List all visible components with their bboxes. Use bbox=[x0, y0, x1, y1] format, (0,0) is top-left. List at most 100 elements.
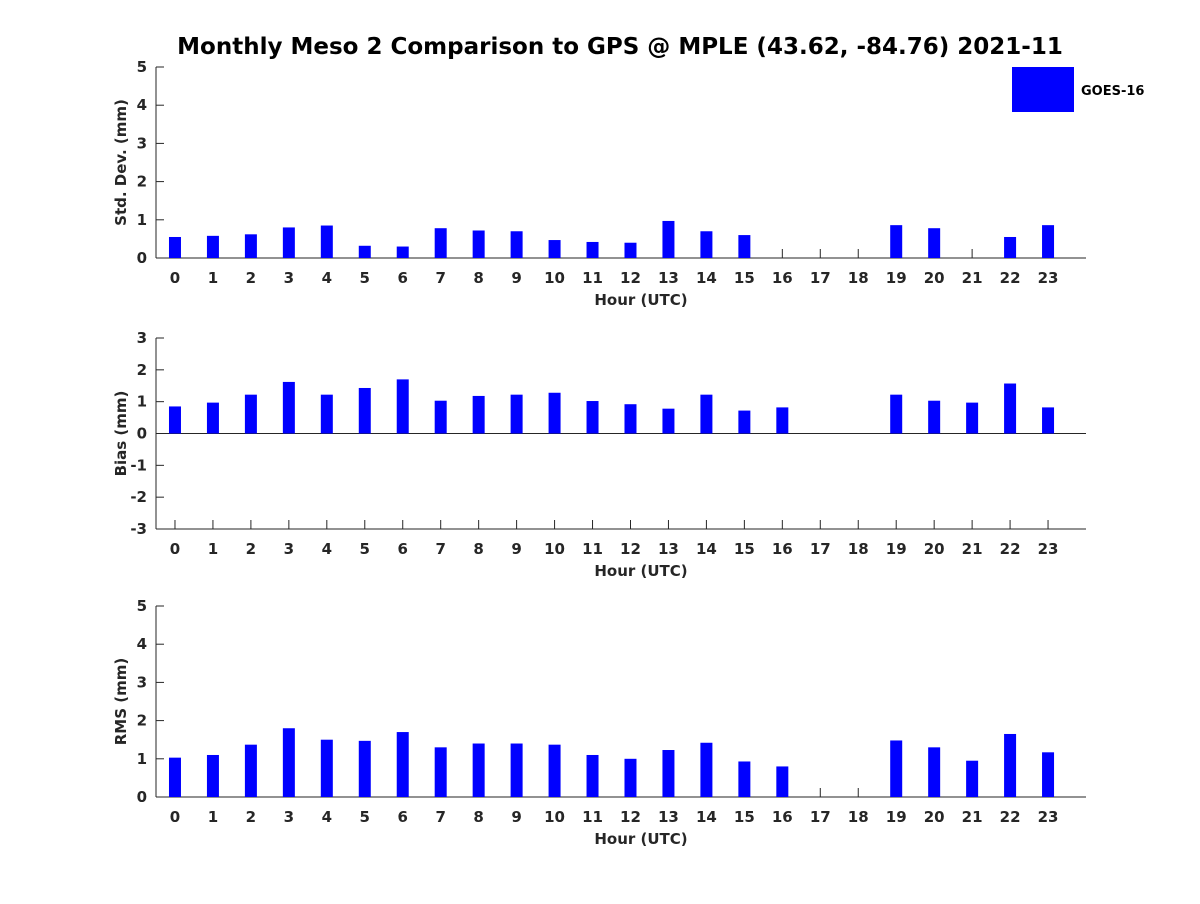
bias-bar bbox=[396, 379, 409, 434]
bias-x-tick-label: 6 bbox=[398, 540, 408, 558]
std-dev-x-tick-label: 13 bbox=[658, 269, 679, 287]
rms-x-tick-label: 13 bbox=[658, 808, 679, 826]
std-dev-x-tick-label: 18 bbox=[848, 269, 869, 287]
rms-x-tick-label: 21 bbox=[962, 808, 983, 826]
std-dev-bar bbox=[320, 225, 333, 258]
rms-y-tick-label: 1 bbox=[137, 750, 147, 768]
bias-y-tick-label: 0 bbox=[137, 425, 147, 443]
rms-bar bbox=[206, 754, 219, 797]
std-dev-x-axis-label: Hour (UTC) bbox=[594, 291, 687, 309]
std-dev-bar bbox=[928, 228, 941, 258]
rms-bar bbox=[586, 754, 599, 797]
bias-y-tick-label: 1 bbox=[137, 393, 147, 411]
std-dev-x-tick-label: 23 bbox=[1038, 269, 1059, 287]
std-dev-x-tick-label: 15 bbox=[734, 269, 755, 287]
rms-x-tick-label: 23 bbox=[1038, 808, 1059, 826]
rms-x-tick-label: 12 bbox=[620, 808, 641, 826]
bias-bar bbox=[776, 407, 789, 434]
rms-y-tick-label: 4 bbox=[137, 635, 147, 653]
rms-bar bbox=[358, 740, 371, 797]
bias-bar bbox=[890, 394, 903, 434]
std-dev-x-tick-label: 3 bbox=[284, 269, 294, 287]
std-dev-y-tick-label: 3 bbox=[137, 134, 147, 152]
rms-x-tick-label: 17 bbox=[810, 808, 831, 826]
rms-bar bbox=[282, 728, 295, 797]
rms-x-tick-label: 20 bbox=[924, 808, 945, 826]
bias-x-tick-label: 12 bbox=[620, 540, 641, 558]
bias-x-tick-label: 23 bbox=[1038, 540, 1059, 558]
bias-x-tick-label: 0 bbox=[170, 540, 180, 558]
rms-bar bbox=[966, 760, 979, 797]
bias-x-tick-label: 11 bbox=[582, 540, 603, 558]
rms-y-tick-label: 5 bbox=[137, 597, 147, 615]
bias-bar bbox=[928, 400, 941, 434]
bias-x-tick-label: 8 bbox=[473, 540, 483, 558]
std-dev-x-tick-label: 22 bbox=[1000, 269, 1021, 287]
std-dev-x-tick-label: 14 bbox=[696, 269, 717, 287]
std-dev-bar bbox=[282, 227, 295, 258]
bias-x-tick-label: 9 bbox=[511, 540, 521, 558]
bias-y-axis-label: Bias (mm) bbox=[112, 391, 130, 477]
bias-bar bbox=[472, 395, 485, 434]
bias-y-tick-label: 3 bbox=[137, 329, 147, 347]
std-dev-bar bbox=[624, 242, 637, 258]
std-dev-x-tick-label: 12 bbox=[620, 269, 641, 287]
std-dev-y-tick-label: 2 bbox=[137, 173, 147, 191]
bias-bar bbox=[700, 394, 713, 434]
rms-bar bbox=[396, 732, 409, 797]
rms-y-tick-label: 3 bbox=[137, 673, 147, 691]
bias-x-tick-label: 3 bbox=[284, 540, 294, 558]
std-dev-y-tick-label: 5 bbox=[137, 58, 147, 76]
bias-bar bbox=[548, 392, 561, 434]
bias-bar bbox=[206, 402, 219, 434]
rms-bar bbox=[662, 750, 675, 797]
std-dev-x-tick-label: 10 bbox=[544, 269, 565, 287]
bias-bar bbox=[1004, 383, 1017, 434]
rms-y-axis-label: RMS (mm) bbox=[112, 658, 130, 745]
std-dev-bar bbox=[168, 236, 181, 258]
bias-x-tick-label: 16 bbox=[772, 540, 793, 558]
std-dev-y-tick-label: 1 bbox=[137, 211, 147, 229]
bias-x-tick-label: 15 bbox=[734, 540, 755, 558]
bias-x-tick-label: 4 bbox=[322, 540, 332, 558]
rms-x-tick-label: 10 bbox=[544, 808, 565, 826]
bias-y-tick-label: -2 bbox=[130, 488, 147, 506]
bias-x-axis-label: Hour (UTC) bbox=[594, 562, 687, 580]
rms-bar bbox=[472, 743, 485, 797]
rms-x-tick-label: 4 bbox=[322, 808, 332, 826]
std-dev-x-tick-label: 16 bbox=[772, 269, 793, 287]
rms-x-tick-label: 19 bbox=[886, 808, 907, 826]
rms-x-tick-label: 3 bbox=[284, 808, 294, 826]
std-dev-bar bbox=[244, 234, 257, 258]
std-dev-bar bbox=[434, 228, 447, 258]
rms-x-tick-label: 8 bbox=[473, 808, 483, 826]
std-dev-x-tick-label: 8 bbox=[473, 269, 483, 287]
rms-bar bbox=[244, 744, 257, 797]
rms-bar bbox=[624, 758, 637, 797]
bias-x-tick-label: 20 bbox=[924, 540, 945, 558]
rms-x-tick-label: 1 bbox=[208, 808, 218, 826]
rms-x-tick-label: 0 bbox=[170, 808, 180, 826]
bias-bar bbox=[624, 404, 637, 434]
rms-y-tick-label: 0 bbox=[137, 788, 147, 806]
rms-y-tick-label: 2 bbox=[137, 712, 147, 730]
std-dev-x-tick-label: 17 bbox=[810, 269, 831, 287]
rms-bar bbox=[928, 747, 941, 797]
legend-label: GOES-16 bbox=[1081, 84, 1144, 99]
std-dev-bar bbox=[1042, 225, 1055, 258]
bias-bar bbox=[586, 401, 599, 434]
bias-bar bbox=[244, 394, 257, 434]
bias-x-tick-label: 19 bbox=[886, 540, 907, 558]
std-dev-x-tick-label: 5 bbox=[360, 269, 370, 287]
std-dev-bar bbox=[472, 230, 485, 258]
std-dev-bar bbox=[548, 240, 561, 258]
rms-x-tick-label: 11 bbox=[582, 808, 603, 826]
std-dev-bar bbox=[358, 245, 371, 258]
bias-bar bbox=[358, 387, 371, 434]
rms-bar bbox=[434, 747, 447, 797]
bias-x-tick-label: 21 bbox=[962, 540, 983, 558]
bias-y-tick-label: -1 bbox=[130, 456, 147, 474]
